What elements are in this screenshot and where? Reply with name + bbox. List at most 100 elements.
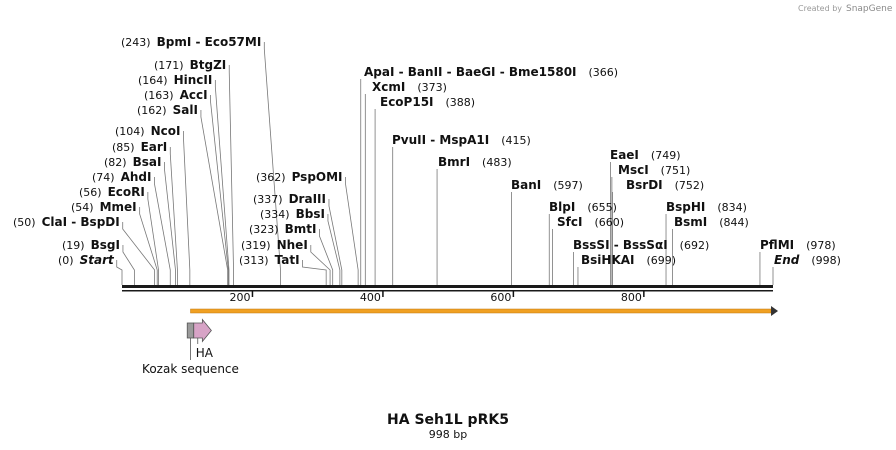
enzyme-position: (597) — [553, 179, 583, 192]
enzyme-position: (752) — [675, 179, 705, 192]
enzyme-eari[interactable]: (85) EarI — [112, 140, 167, 154]
plasmid-title: HA Seh1L pRK5 — [387, 412, 509, 428]
enzyme-position: (243) — [121, 36, 151, 49]
enzyme-eaei[interactable]: EaeI (749) — [610, 148, 681, 162]
enzyme-ecori[interactable]: (56) EcoRI — [79, 185, 145, 199]
ruler-tick-label: 800 — [621, 291, 642, 304]
enzyme-position: (0) — [58, 254, 74, 267]
ruler-tick-label: 400 — [360, 291, 381, 304]
enzyme-cut-line — [210, 95, 229, 285]
enzyme-cut-line — [200, 110, 229, 285]
enzyme-position: (483) — [482, 156, 512, 169]
enzyme-pvuii-mspa1i[interactable]: PvuII - MspA1I (415) — [392, 133, 531, 147]
enzyme-position: (54) — [71, 201, 94, 214]
enzyme-tati[interactable]: (313) TatI — [239, 253, 300, 267]
enzyme-position: (388) — [446, 96, 476, 109]
enzyme-draiii[interactable]: (337) DraIII — [253, 192, 326, 206]
enzyme-bbsi[interactable]: (334) BbsI — [260, 207, 325, 221]
enzyme-hincii[interactable]: (164) HincII — [138, 73, 212, 87]
enzyme-nhei[interactable]: (319) NheI — [241, 238, 308, 252]
enzyme-cut-line — [310, 245, 331, 285]
enzyme-bani[interactable]: BanI (597) — [511, 178, 583, 192]
enzyme-bmri[interactable]: BmrI (483) — [438, 155, 512, 169]
enzyme-cut-line — [164, 162, 176, 285]
enzyme-position: (362) — [256, 171, 286, 184]
enzyme-position: (834) — [717, 201, 747, 214]
enzyme-bsphi[interactable]: BspHI (834) — [666, 200, 747, 214]
enzyme-ecop15i[interactable]: EcoP15I (388) — [380, 95, 475, 109]
enzyme-acci[interactable]: (163) AccI — [144, 88, 208, 102]
enzyme-name: NcoI — [151, 124, 181, 138]
enzyme-ahdi[interactable]: (74) AhdI — [92, 170, 151, 184]
enzyme-name: End — [774, 253, 800, 267]
enzyme-position: (164) — [138, 74, 168, 87]
enzyme-position: (749) — [651, 149, 681, 162]
enzyme-name: TatI — [275, 253, 300, 267]
enzyme-bsmi[interactable]: BsmI (844) — [674, 215, 749, 229]
enzyme-name: BmrI — [438, 155, 470, 169]
enzyme-end[interactable]: End (998) — [774, 253, 841, 267]
enzyme-ncoi[interactable]: (104) NcoI — [115, 124, 180, 138]
enzyme-name: BlpI — [549, 200, 575, 214]
enzyme-blpi[interactable]: BlpI (655) — [549, 200, 617, 214]
enzyme-name: SfcI — [557, 215, 582, 229]
enzyme-position: (660) — [594, 216, 624, 229]
enzyme-xcmi[interactable]: XcmI (373) — [372, 80, 447, 94]
enzyme-name: BsiHKAI — [581, 253, 635, 267]
enzyme-bsai[interactable]: (82) BsaI — [104, 155, 161, 169]
orf-arrowhead — [771, 306, 779, 316]
kozak-label: Kozak sequence — [142, 362, 239, 376]
enzyme-cut-line — [302, 260, 327, 285]
enzyme-msci[interactable]: MscI (751) — [618, 163, 690, 177]
enzyme-name: DraIII — [289, 192, 326, 206]
ha-arrow — [193, 318, 212, 343]
enzyme-pspomi[interactable]: (362) PspOMI — [256, 170, 343, 184]
enzyme-labels: (0) Start(19) BsgI (50) ClaI - BspDI(54) MmeI… — [13, 35, 841, 267]
enzyme-apai-banii-baegi-bme1580i[interactable]: ApaI - BanII - BaeGI - Bme1580I (366) — [364, 65, 618, 79]
enzyme-name: BtgZI — [190, 58, 227, 72]
enzyme-start[interactable]: (0) Start — [58, 253, 115, 267]
enzyme-cut-line — [154, 177, 171, 285]
enzyme-position: (366) — [589, 66, 619, 79]
enzyme-cut-line — [345, 177, 359, 285]
enzyme-clai-bspdi[interactable]: (50) ClaI - BspDI — [13, 215, 120, 229]
enzyme-name: EcoP15I — [380, 95, 434, 109]
enzyme-name: EarI — [141, 140, 168, 154]
feature-kozak-sequence[interactable]: Kozak sequence — [142, 322, 239, 376]
ha-label: HA — [196, 346, 214, 360]
enzyme-sfci[interactable]: SfcI (660) — [557, 215, 624, 229]
enzyme-btgzi[interactable]: (171) BtgZI — [154, 58, 226, 72]
enzyme-position: (319) — [241, 239, 271, 252]
enzyme-mmei[interactable]: (54) MmeI — [71, 200, 137, 214]
feature-ha[interactable]: HA — [193, 318, 214, 361]
enzyme-position: (162) — [137, 104, 167, 117]
orf-arrow[interactable] — [190, 306, 779, 316]
enzyme-name: BanI — [511, 178, 541, 192]
enzyme-name: BpmI - Eco57MI — [157, 35, 262, 49]
enzyme-bsihkai[interactable]: BsiHKAI (699) — [581, 253, 676, 267]
enzyme-cut-line — [183, 131, 191, 285]
enzyme-position: (85) — [112, 141, 135, 154]
kozak-box — [186, 322, 195, 339]
backbone-strand-top — [122, 285, 773, 288]
enzyme-name: ClaI - BspDI — [42, 215, 120, 229]
enzyme-cut-line — [122, 245, 135, 285]
enzyme-bsrdi[interactable]: BsrDI (752) — [626, 178, 704, 192]
enzyme-position: (692) — [680, 239, 710, 252]
enzyme-bsgi[interactable]: (19) BsgI — [62, 238, 120, 252]
enzyme-name: AccI — [180, 88, 208, 102]
enzyme-bpmi-eco57mi[interactable]: (243) BpmI - Eco57MI — [121, 35, 261, 49]
enzyme-cut-line — [263, 42, 281, 285]
enzyme-pflmi[interactable]: PflMI (978) — [760, 238, 836, 252]
enzyme-position: (104) — [115, 125, 145, 138]
enzyme-position: (82) — [104, 156, 127, 169]
enzyme-position: (334) — [260, 208, 290, 221]
enzyme-name: BsgI — [91, 238, 120, 252]
enzyme-position: (50) — [13, 216, 36, 229]
enzyme-name: BmtI — [285, 222, 317, 236]
enzyme-bsssi-bsss-i[interactable]: BssSI - BssSαI (692) — [573, 238, 709, 252]
enzyme-position: (699) — [647, 254, 677, 267]
enzyme-bmti[interactable]: (323) BmtI — [249, 222, 316, 236]
enzyme-sali[interactable]: (162) SalI — [137, 103, 198, 117]
